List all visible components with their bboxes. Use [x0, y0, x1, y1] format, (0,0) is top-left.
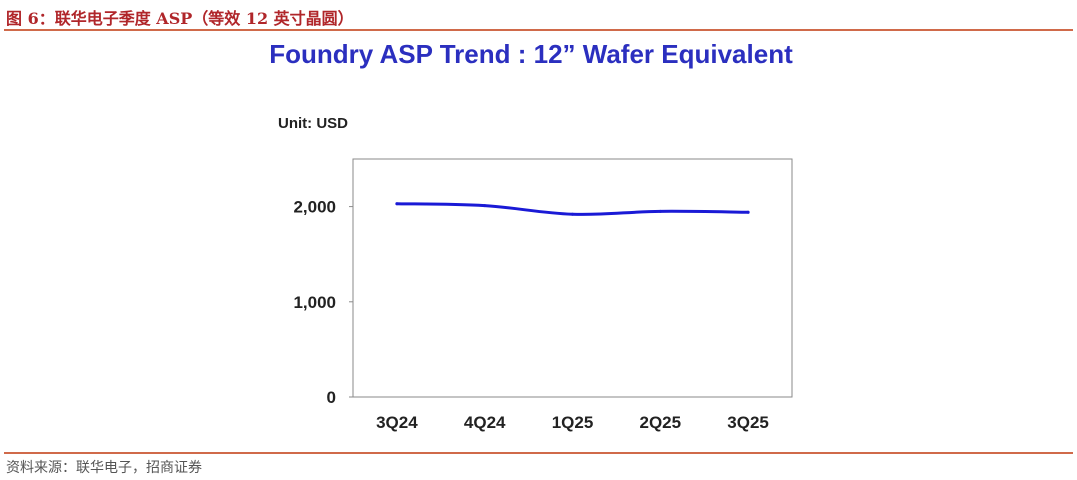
x-tick-label: 4Q24 — [464, 413, 506, 432]
data-point — [658, 209, 662, 213]
y-tick-label: 0 — [327, 388, 336, 407]
data-point — [395, 202, 399, 206]
source-note: 资料来源：联华电子，招商证券 — [6, 460, 202, 476]
x-tick-label: 3Q24 — [376, 413, 418, 432]
unit-label: Unit: USD — [278, 115, 348, 132]
bottom-divider — [4, 452, 1073, 454]
y-tick-label: 1,000 — [293, 293, 336, 312]
figure-caption: 图 6：联华电子季度 ASP（等效 12 英寸晶圆） — [6, 9, 354, 28]
data-point — [746, 210, 750, 214]
x-tick-label: 3Q25 — [727, 413, 769, 432]
series-layer — [395, 202, 750, 216]
x-axis: 3Q24 4Q24 1Q25 2Q25 3Q25 — [376, 413, 769, 432]
chart-title: Foundry ASP Trend : 12” Wafer Equivalent — [269, 39, 793, 69]
x-tick-label: 1Q25 — [552, 413, 594, 432]
data-point — [483, 204, 487, 208]
data-point — [571, 212, 574, 216]
top-divider — [4, 29, 1073, 31]
plot-area-frame — [352, 158, 793, 398]
x-tick-label: 2Q25 — [640, 413, 682, 432]
y-tick-label: 2,000 — [293, 198, 336, 217]
y-axis: 0 1,000 2,000 — [293, 198, 353, 407]
